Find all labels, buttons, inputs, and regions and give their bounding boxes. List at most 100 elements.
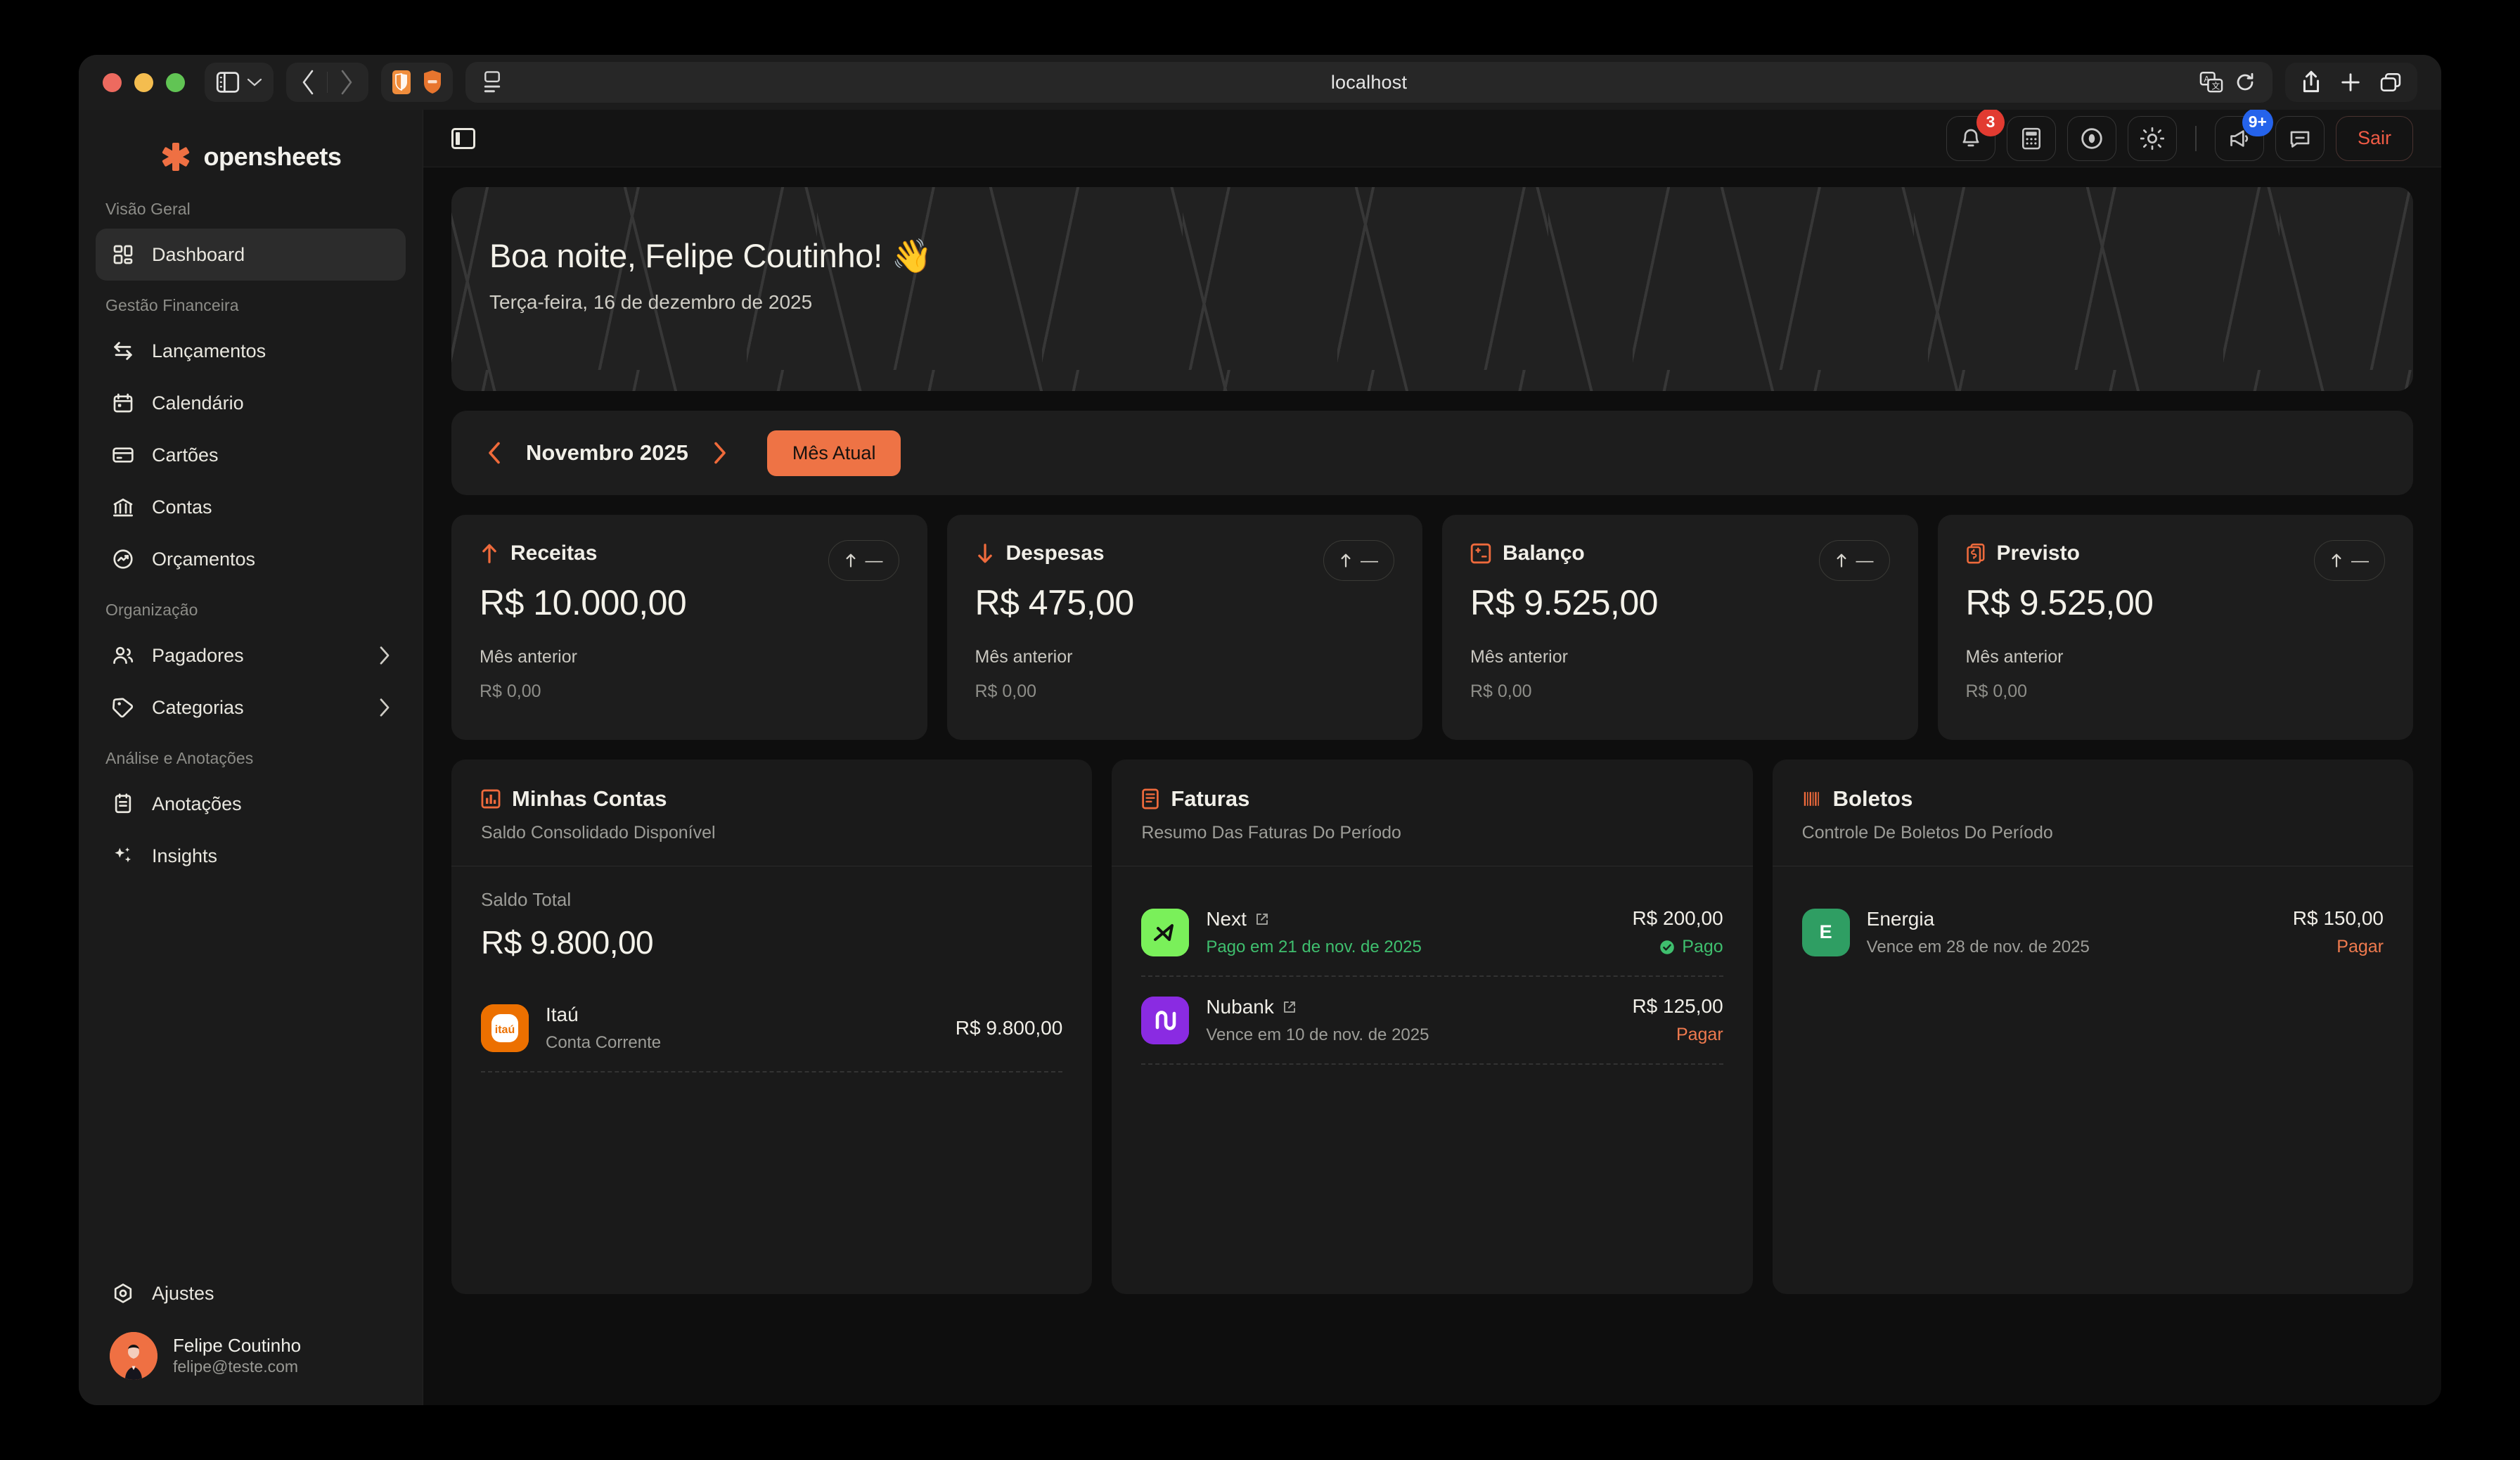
sidebar-item-contas[interactable]: Contas [96, 481, 406, 533]
sidebar-item-label: Dashboard [152, 243, 245, 265]
brand[interactable]: opensheets [79, 110, 423, 200]
visibility-button[interactable] [2066, 115, 2116, 161]
kpi-trend-badge: — [2314, 540, 2385, 581]
sidebar-item-label: Orçamentos [152, 548, 256, 570]
card-icon [110, 442, 136, 468]
sidebar-item-categorias[interactable]: Categorias [96, 681, 406, 734]
kpi-title: Despesas [1005, 542, 1105, 565]
next-month-button[interactable] [712, 440, 728, 466]
kpi-title: Previsto [1996, 542, 2080, 565]
reader-view-icon[interactable] [482, 70, 502, 94]
kpi-card-receitas[interactable]: Receitas — R$ 10.000,00 Mês anterior R$ … [451, 515, 927, 740]
tab-overview-icon[interactable] [2379, 72, 2402, 93]
kpi-card-previsto[interactable]: Previsto — R$ 9.525,00 Mês anterior R$ 0… [1937, 515, 2413, 740]
check-circle-icon [1659, 940, 1675, 955]
calculator-button[interactable] [2006, 115, 2056, 161]
bank-icon [110, 494, 136, 520]
panel-subtitle: Controle De Boletos Do Período [1801, 823, 2053, 843]
sun-icon [2140, 127, 2164, 151]
sidebar-footer: Ajustes Felipe Coutinho felipe@teste.com [79, 1267, 423, 1398]
notifications-button[interactable]: 3 [1946, 110, 2005, 161]
bitwarden-extension-icon[interactable] [391, 69, 412, 96]
sidebar-toggle-button[interactable] [205, 63, 274, 102]
maximize-window-button[interactable] [166, 72, 185, 92]
boleto-initial: E [1819, 921, 1832, 942]
plus-minus-icon [1470, 543, 1491, 564]
reload-icon[interactable] [2235, 72, 2256, 93]
user-profile[interactable]: Felipe Coutinho felipe@teste.com [96, 1319, 406, 1398]
invoice-amount: R$ 125,00 [1632, 995, 1723, 1017]
kpi-subtitle: Mês anterior [480, 647, 577, 667]
trend-arrow-icon [1339, 553, 1352, 568]
sidebar-item-cartoes[interactable]: Cartões [96, 429, 406, 481]
invoice-row[interactable]: Nubank Vence em 10 de nov. de 2025 R$ 12… [1141, 977, 1723, 1065]
sidebar-item-dashboard[interactable]: Dashboard [96, 229, 406, 281]
invoice-info: Next Pago em 21 de nov. de 2025 [1206, 908, 1615, 957]
minimize-window-button[interactable] [134, 72, 153, 92]
external-link-icon[interactable] [1282, 1000, 1297, 1014]
browser-right-actions[interactable] [2285, 63, 2417, 102]
sidebar-item-calendario[interactable]: Calendário [96, 377, 406, 429]
kpi-header: Balanço [1470, 542, 1890, 565]
url-text[interactable]: localhost [1330, 71, 1408, 93]
application: opensheets Visão Geral Dashboard Gestão … [79, 110, 2441, 1405]
previous-month-button[interactable] [487, 440, 502, 466]
profile-text: Felipe Coutinho felipe@teste.com [173, 1334, 301, 1378]
calculator-icon [2021, 127, 2042, 150]
kpi-card-despesas[interactable]: Despesas — R$ 475,00 Mês anterior R$ 0,0… [946, 515, 1422, 740]
invoice-row[interactable]: Next Pago em 21 de nov. de 2025 R$ 200,0… [1141, 889, 1723, 977]
panel-title-row: Faturas [1141, 786, 1723, 812]
trend-arrow-icon [1835, 553, 1848, 568]
sidebar-item-ajustes[interactable]: Ajustes [96, 1267, 406, 1319]
invoice-pay-button[interactable]: Pagar [1676, 1025, 1723, 1044]
panel-boletos: Boletos Controle De Boletos Do Período E… [1772, 760, 2413, 1294]
account-row[interactable]: itaú Itaú Conta Corrente R$ 9.800,00 [481, 985, 1063, 1072]
window-controls[interactable] [103, 72, 185, 92]
panel-header: Faturas Resumo Das Faturas Do Período [1112, 760, 1753, 866]
kpi-previous-value: R$ 0,00 [1470, 681, 1532, 701]
navigation-buttons[interactable] [286, 63, 368, 102]
kpi-trend-badge: — [1818, 540, 1890, 581]
calendar-icon [110, 390, 136, 416]
boleto-pay-button[interactable]: Pagar [2336, 937, 2384, 956]
chevron-right-icon [378, 645, 392, 666]
kpi-title: Balanço [1503, 542, 1585, 565]
forward-arrow-icon[interactable] [328, 64, 364, 101]
sidebar-item-pagadores[interactable]: Pagadores [96, 629, 406, 681]
logout-button[interactable]: Sair [2335, 115, 2413, 161]
sidebar-item-lancamentos[interactable]: Lançamentos [96, 325, 406, 377]
current-month-button[interactable]: Mês Atual [766, 430, 901, 476]
feedback-button[interactable] [2275, 115, 2325, 161]
sidebar-section-label-organization: Organização [105, 601, 198, 619]
trend-dash: — [865, 550, 883, 570]
invoice-amount: R$ 200,00 [1632, 907, 1723, 929]
panel-title: Boletos [1832, 786, 1913, 811]
sidebar-item-orcamentos[interactable]: Orçamentos [96, 533, 406, 585]
kpi-previous-value: R$ 0,00 [1965, 681, 2028, 701]
kpi-card-balanco[interactable]: Balanço — R$ 9.525,00 Mês anterior R$ 0,… [1442, 515, 1918, 740]
plus-icon[interactable] [2340, 72, 2361, 93]
sidebar-item-insights[interactable]: Insights [96, 830, 406, 882]
share-icon[interactable] [2301, 70, 2322, 95]
adblock-extension-icon[interactable] [422, 69, 443, 96]
panel-title-row: Boletos [1802, 786, 2384, 812]
extensions-area[interactable] [381, 63, 453, 102]
external-link-icon[interactable] [1255, 912, 1269, 926]
kpi-header: Receitas [480, 542, 899, 565]
panel-body: E Energia Vence em 28 de nov. de 2025 R$… [1773, 866, 2413, 1294]
panel-toggle-icon[interactable] [451, 127, 475, 149]
boleto-row[interactable]: E Energia Vence em 28 de nov. de 2025 R$… [1801, 889, 2384, 975]
close-window-button[interactable] [103, 72, 122, 92]
sidebar-item-anotacoes[interactable]: Anotações [96, 778, 406, 830]
panel-minhas-contas: Minhas Contas Saldo Consolidado Disponív… [451, 760, 1093, 1294]
back-arrow-icon[interactable] [290, 64, 327, 101]
theme-button[interactable] [2127, 115, 2177, 161]
svg-text:文: 文 [2212, 81, 2220, 91]
kpi-subtitle: Mês anterior [975, 647, 1073, 667]
sidebar-item-label: Pagadores [152, 644, 244, 666]
announcements-button[interactable]: 9+ [2214, 110, 2273, 161]
